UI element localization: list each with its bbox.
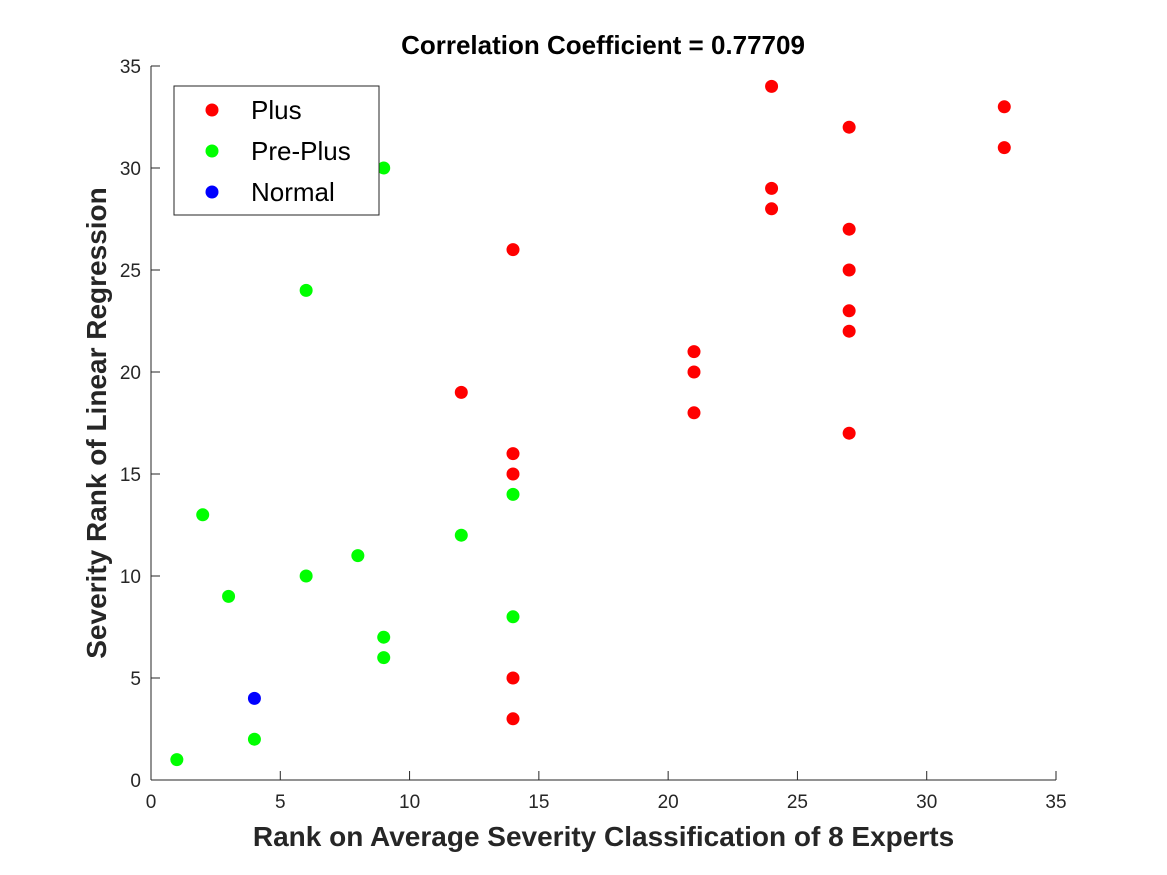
series-normal [247, 691, 261, 705]
data-point [506, 671, 520, 685]
legend-label: Pre-Plus [251, 136, 351, 166]
data-point [377, 630, 391, 644]
x-tick-label: 30 [916, 792, 937, 813]
y-axis-label: Severity Rank of Linear Regression [81, 187, 112, 659]
data-point [247, 732, 261, 746]
x-tick-label: 5 [275, 792, 286, 813]
y-tick-label: 10 [120, 567, 141, 588]
data-point [351, 549, 365, 563]
data-point [842, 263, 856, 277]
data-point [299, 569, 313, 583]
x-tick-label: 0 [146, 792, 157, 813]
data-point [247, 691, 261, 705]
data-point [997, 141, 1011, 155]
x-tick-label: 25 [787, 792, 808, 813]
data-point [299, 283, 313, 297]
x-ticks: 0 5 10 15 20 25 30 35 [146, 771, 1067, 813]
data-point [506, 467, 520, 481]
data-point [687, 365, 701, 379]
data-point [222, 589, 236, 603]
y-tick-label: 25 [120, 261, 141, 282]
y-tick-label: 20 [120, 363, 141, 384]
data-point [687, 345, 701, 359]
legend-marker [205, 185, 219, 199]
y-ticks: 0 5 10 15 20 25 30 35 [120, 57, 160, 792]
chart-title: Correlation Coefficient = 0.77709 [401, 30, 805, 60]
x-tick-label: 35 [1045, 792, 1066, 813]
data-point [842, 304, 856, 318]
data-point [842, 324, 856, 338]
y-tick-label: 15 [120, 465, 141, 486]
legend-label: Plus [251, 95, 302, 125]
data-point [377, 651, 391, 665]
data-point [765, 181, 779, 195]
series-plus [454, 79, 1011, 726]
axes [150, 66, 1056, 781]
x-axis-label: Rank on Average Severity Classification … [253, 821, 954, 852]
legend-marker [205, 103, 219, 117]
x-tick-label: 20 [658, 792, 679, 813]
x-tick-label: 15 [528, 792, 549, 813]
data-point [377, 161, 391, 175]
data-point [454, 528, 468, 542]
data-point [506, 447, 520, 461]
data-point [170, 753, 184, 767]
data-point [842, 120, 856, 134]
data-point [842, 222, 856, 236]
data-point [687, 406, 701, 420]
y-tick-label: 35 [120, 57, 141, 78]
data-point [842, 426, 856, 440]
data-points [170, 79, 1011, 767]
data-point [196, 508, 210, 522]
data-point [765, 79, 779, 93]
data-point [765, 202, 779, 216]
data-point [454, 385, 468, 399]
data-point [506, 243, 520, 257]
data-point [506, 487, 520, 501]
data-point [506, 712, 520, 726]
y-tick-label: 30 [120, 159, 141, 180]
data-point [506, 610, 520, 624]
data-point [997, 100, 1011, 114]
y-tick-label: 5 [130, 669, 141, 690]
legend-marker [205, 144, 219, 158]
legend-items: Plus Pre-Plus Normal [205, 95, 351, 207]
legend: Plus Pre-Plus Normal [173, 85, 380, 216]
y-tick-label: 0 [130, 771, 141, 792]
legend-label: Normal [251, 177, 335, 207]
series-pre-plus [170, 161, 520, 767]
x-tick-label: 10 [399, 792, 420, 813]
